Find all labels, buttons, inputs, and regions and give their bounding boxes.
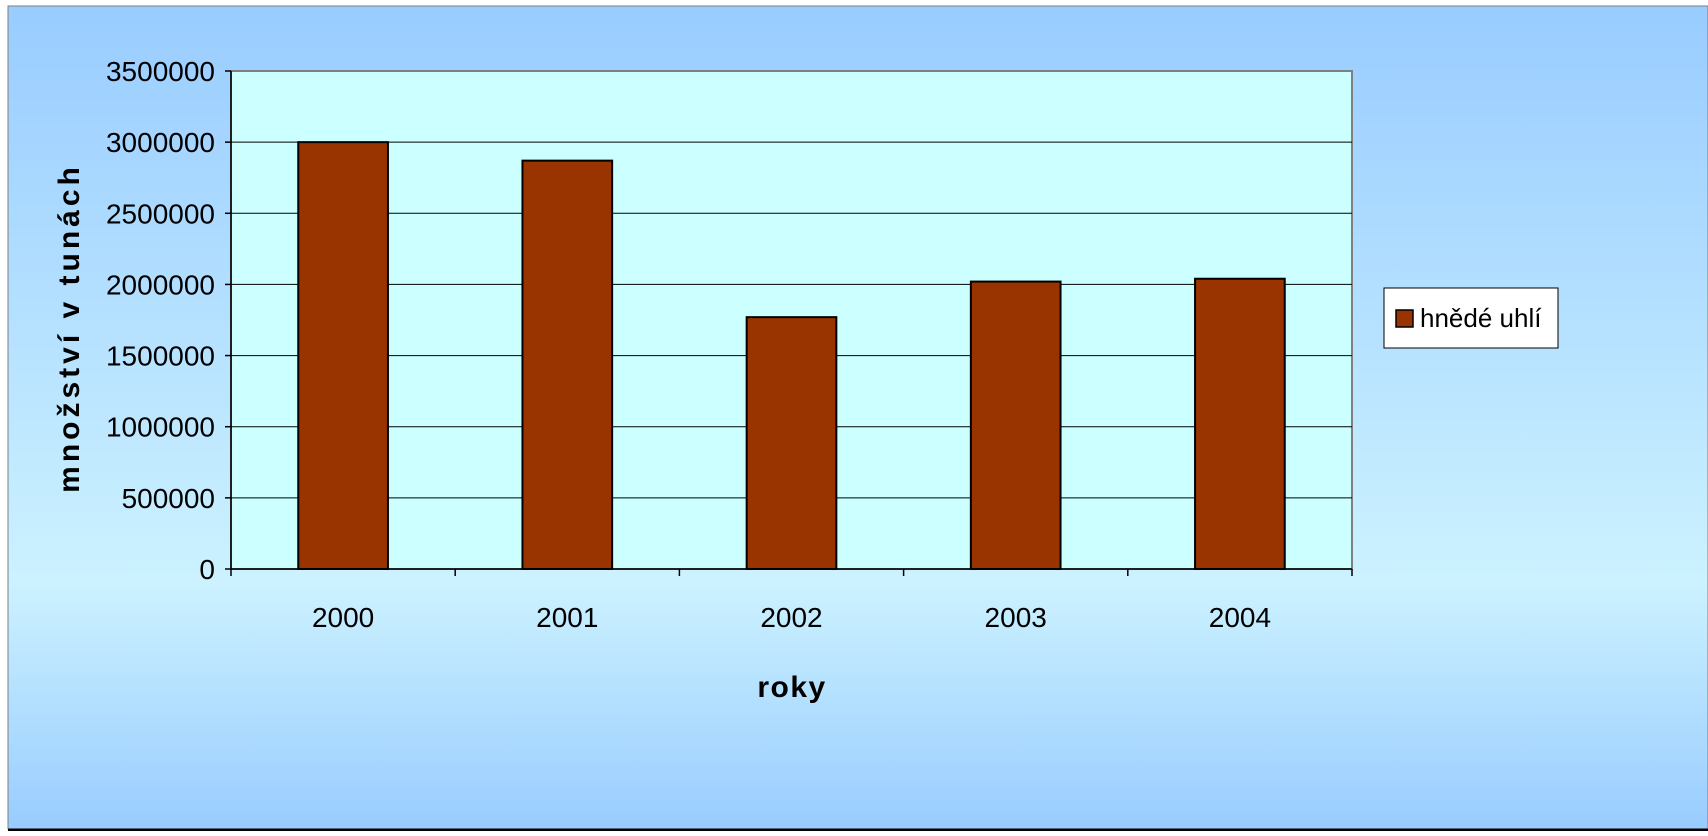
y-tick-label-3500000: 3500000 [106, 56, 215, 87]
y-tick-label-1500000: 1500000 [106, 341, 215, 372]
y-tick-label-2000000: 2000000 [106, 269, 215, 300]
y-axis-title: množství v tunách [53, 163, 86, 493]
bar-2004 [1194, 277, 1286, 570]
y-tick-label-3000000: 3000000 [106, 127, 215, 158]
x-axis-ticks: 2000 2001 2002 2003 2004 [230, 569, 1353, 633]
y-tick-label-1000000: 1000000 [106, 412, 215, 443]
y-axis-ticks: 0 500000 1000000 1500000 2000000 2500000 30000… [106, 56, 231, 585]
y-tick-label-500000: 500000 [122, 483, 215, 514]
x-tick-label-2001: 2001 [536, 602, 598, 633]
y-tick-label-0: 0 [199, 554, 215, 585]
bar-2002 [745, 316, 838, 571]
bar-2003 [969, 280, 1062, 570]
x-tick-label-2004: 2004 [1209, 602, 1271, 633]
legend-swatch-hnede-uhli [1395, 309, 1414, 328]
x-tick-label-2002: 2002 [760, 602, 822, 633]
bar-2001 [521, 159, 614, 570]
x-tick-label-2000: 2000 [312, 602, 374, 633]
legend-label-hnede-uhli: hnědé uhlí [1420, 303, 1542, 333]
x-axis-title: roky [757, 671, 826, 704]
x-tick-label-2003: 2003 [985, 602, 1047, 633]
bars [297, 141, 1286, 571]
bar-2000 [297, 141, 389, 570]
y-tick-label-2500000: 2500000 [106, 198, 215, 229]
legend: hnědé uhlí [1383, 287, 1559, 349]
